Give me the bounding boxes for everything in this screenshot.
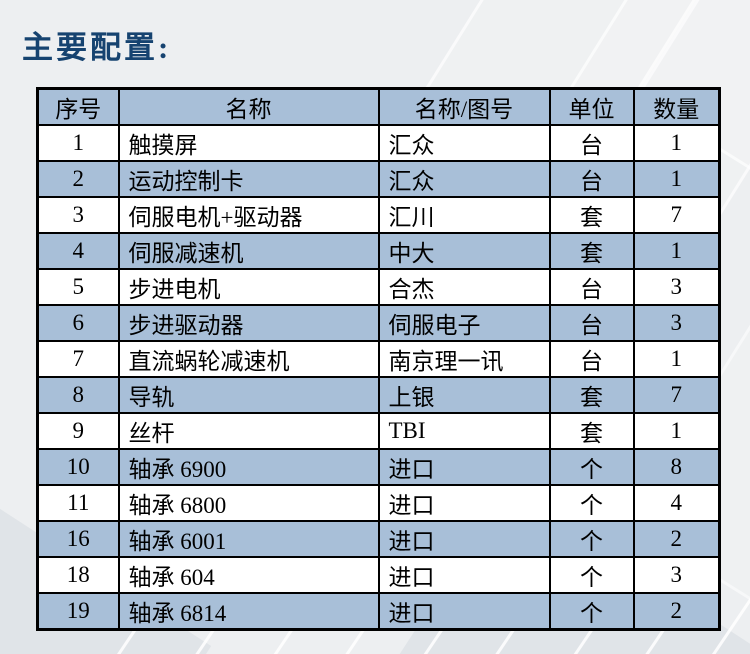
- cell-unit: 套: [548, 196, 635, 234]
- table-row: 1 触摸屏 汇众 台 1: [36, 124, 721, 162]
- main-config-table: 序号 名称 名称/图号 单位 数量 1 触摸屏 汇众 台 1 2 运动控制卡 汇…: [36, 87, 721, 631]
- header-quantity: 数量: [632, 87, 721, 126]
- table-row: 19 轴承 6814 进口 个 2: [36, 592, 721, 631]
- cell-unit: 个: [548, 520, 635, 558]
- cell-brand: 进口: [377, 520, 551, 558]
- cell-unit: 套: [548, 412, 635, 450]
- cell-brand: 中大: [377, 232, 551, 270]
- cell-brand: 南京理一讯: [377, 340, 551, 378]
- cell-unit: 个: [548, 556, 635, 594]
- header-serial-number: 序号: [36, 87, 120, 126]
- cell-quantity: 8: [632, 448, 721, 486]
- cell-quantity: 3: [632, 556, 721, 594]
- page-title: 主要配置:: [22, 30, 172, 65]
- table-header-row: 序号 名称 名称/图号 单位 数量: [36, 87, 721, 126]
- cell-serial-number: 6: [36, 304, 120, 342]
- cell-quantity: 3: [632, 304, 721, 342]
- table-row: 4 伺服减速机 中大 套 1: [36, 232, 721, 270]
- cell-serial-number: 9: [36, 412, 120, 450]
- cell-serial-number: 3: [36, 196, 120, 234]
- cell-serial-number: 11: [36, 484, 120, 522]
- cell-serial-number: 1: [36, 124, 120, 162]
- cell-name: 轴承 6001: [117, 520, 380, 558]
- table-row: 6 步进驱动器 伺服电子 台 3: [36, 304, 721, 342]
- cell-quantity: 7: [632, 376, 721, 414]
- cell-unit: 台: [548, 268, 635, 306]
- cell-name: 运动控制卡: [117, 160, 380, 198]
- cell-brand: 伺服电子: [377, 304, 551, 342]
- table-row: 16 轴承 6001 进口 个 2: [36, 520, 721, 558]
- cell-name: 丝杆: [117, 412, 380, 450]
- cell-serial-number: 16: [36, 520, 120, 558]
- cell-serial-number: 2: [36, 160, 120, 198]
- cell-name: 直流蜗轮减速机: [117, 340, 380, 378]
- table-row: 10 轴承 6900 进口 个 8: [36, 448, 721, 486]
- cell-quantity: 1: [632, 340, 721, 378]
- cell-name: 轴承 6800: [117, 484, 380, 522]
- cell-name: 轴承 6900: [117, 448, 380, 486]
- cell-unit: 套: [548, 232, 635, 270]
- cell-name: 伺服减速机: [117, 232, 380, 270]
- cell-brand: TBI: [377, 412, 551, 450]
- cell-quantity: 2: [632, 520, 721, 558]
- cell-quantity: 4: [632, 484, 721, 522]
- cell-quantity: 1: [632, 124, 721, 162]
- header-name: 名称: [117, 87, 380, 126]
- cell-brand: 进口: [377, 448, 551, 486]
- header-unit: 单位: [548, 87, 635, 126]
- cell-brand: 进口: [377, 592, 551, 631]
- header-brand-drawing: 名称/图号: [377, 87, 551, 126]
- table-row: 2 运动控制卡 汇众 台 1: [36, 160, 721, 198]
- cell-unit: 台: [548, 340, 635, 378]
- cell-name: 导轨: [117, 376, 380, 414]
- cell-serial-number: 7: [36, 340, 120, 378]
- cell-brand: 合杰: [377, 268, 551, 306]
- cell-name: 触摸屏: [117, 124, 380, 162]
- cell-unit: 台: [548, 304, 635, 342]
- cell-quantity: 1: [632, 412, 721, 450]
- cell-quantity: 7: [632, 196, 721, 234]
- cell-brand: 汇众: [377, 124, 551, 162]
- cell-serial-number: 5: [36, 268, 120, 306]
- cell-name: 轴承 6814: [117, 592, 380, 631]
- cell-unit: 个: [548, 592, 635, 631]
- cell-quantity: 3: [632, 268, 721, 306]
- cell-serial-number: 10: [36, 448, 120, 486]
- table-row: 18 轴承 604 进口 个 3: [36, 556, 721, 594]
- cell-brand: 上银: [377, 376, 551, 414]
- table-row: 3 伺服电机+驱动器 汇川 套 7: [36, 196, 721, 234]
- cell-unit: 套: [548, 376, 635, 414]
- cell-name: 步进驱动器: [117, 304, 380, 342]
- cell-brand: 汇众: [377, 160, 551, 198]
- cell-quantity: 2: [632, 592, 721, 631]
- cell-name: 轴承 604: [117, 556, 380, 594]
- cell-brand: 汇川: [377, 196, 551, 234]
- cell-name: 步进电机: [117, 268, 380, 306]
- cell-brand: 进口: [377, 484, 551, 522]
- table-row: 8 导轨 上银 套 7: [36, 376, 721, 414]
- cell-quantity: 1: [632, 232, 721, 270]
- table-row: 5 步进电机 合杰 台 3: [36, 268, 721, 306]
- cell-serial-number: 19: [36, 592, 120, 631]
- cell-unit: 台: [548, 124, 635, 162]
- cell-brand: 进口: [377, 556, 551, 594]
- cell-unit: 个: [548, 448, 635, 486]
- cell-serial-number: 8: [36, 376, 120, 414]
- cell-name: 伺服电机+驱动器: [117, 196, 380, 234]
- cell-serial-number: 18: [36, 556, 120, 594]
- cell-serial-number: 4: [36, 232, 120, 270]
- cell-unit: 个: [548, 484, 635, 522]
- cell-unit: 台: [548, 160, 635, 198]
- table-row: 9 丝杆 TBI 套 1: [36, 412, 721, 450]
- table-row: 7 直流蜗轮减速机 南京理一讯 台 1: [36, 340, 721, 378]
- cell-quantity: 1: [632, 160, 721, 198]
- table-row: 11 轴承 6800 进口 个 4: [36, 484, 721, 522]
